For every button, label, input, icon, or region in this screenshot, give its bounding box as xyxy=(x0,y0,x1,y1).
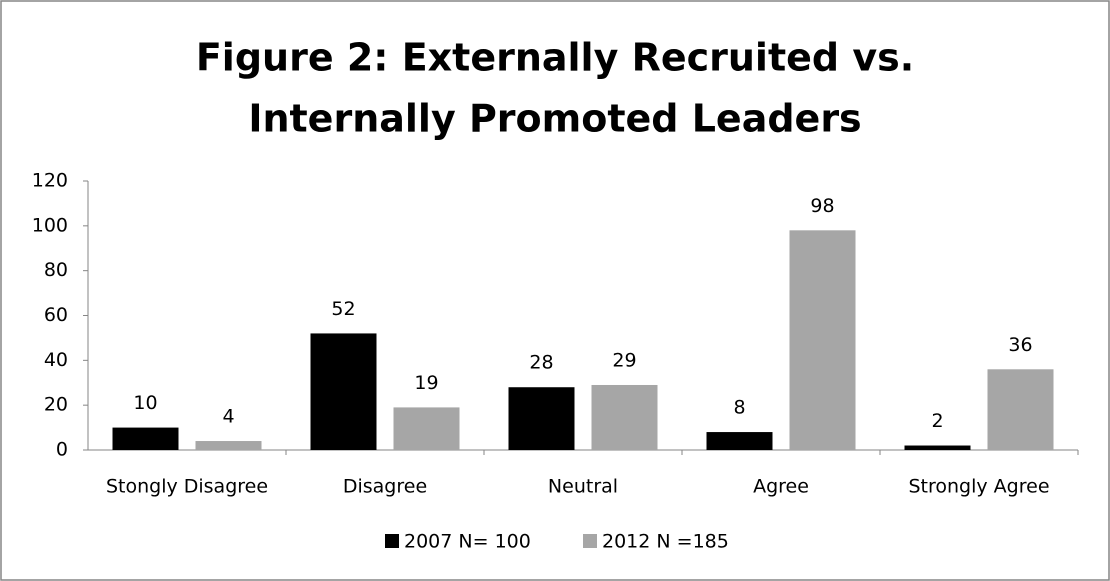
y-tick-label: 80 xyxy=(44,259,68,281)
data-label: 98 xyxy=(810,195,834,217)
chart-title: Figure 2: Externally Recruited vs. xyxy=(196,36,914,80)
bar xyxy=(987,369,1054,450)
bar xyxy=(112,427,179,450)
y-tick-label: 0 xyxy=(56,439,68,461)
bar xyxy=(706,432,773,450)
data-label: 2 xyxy=(931,410,943,432)
bar xyxy=(195,441,262,450)
legend-label: 2012 N =185 xyxy=(602,531,729,553)
bar xyxy=(310,333,377,450)
bar xyxy=(508,387,575,450)
y-tick-label: 20 xyxy=(44,394,68,416)
y-tick-label: 40 xyxy=(44,349,68,371)
y-tick-label: 60 xyxy=(44,304,68,326)
data-label: 8 xyxy=(733,397,745,419)
bar xyxy=(591,384,658,450)
y-tick-label: 120 xyxy=(32,170,68,192)
data-label: 29 xyxy=(612,349,636,371)
x-tick-label: Agree xyxy=(753,476,809,498)
data-label: 10 xyxy=(133,392,157,414)
data-label: 52 xyxy=(331,298,355,320)
y-tick-label: 100 xyxy=(32,214,68,236)
x-tick-label: Disagree xyxy=(343,476,427,498)
chart-title: Internally Promoted Leaders xyxy=(248,97,861,141)
data-label: 19 xyxy=(414,372,438,394)
legend-swatch xyxy=(385,534,399,548)
bar xyxy=(393,407,460,450)
x-tick-label: Strongly Agree xyxy=(908,476,1049,498)
bar xyxy=(904,445,971,450)
data-label: 36 xyxy=(1008,334,1032,356)
x-tick-label: Stongly Disagree xyxy=(106,476,268,498)
data-label: 28 xyxy=(529,352,553,374)
x-tick-label: Neutral xyxy=(548,476,618,498)
data-label: 4 xyxy=(222,406,234,428)
legend-label: 2007 N= 100 xyxy=(404,531,531,553)
legend-swatch xyxy=(583,534,597,548)
bar xyxy=(789,230,856,450)
